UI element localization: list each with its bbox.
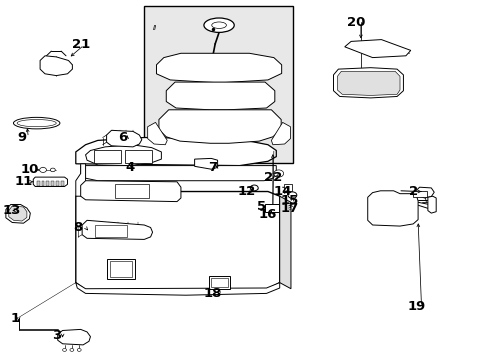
Text: 17: 17 xyxy=(280,202,298,215)
Bar xyxy=(46,181,49,186)
Polygon shape xyxy=(279,196,290,289)
Polygon shape xyxy=(416,187,433,198)
Circle shape xyxy=(70,348,74,351)
Bar xyxy=(95,225,127,237)
Text: 1: 1 xyxy=(10,312,19,325)
Polygon shape xyxy=(76,192,279,290)
Polygon shape xyxy=(76,283,279,295)
Polygon shape xyxy=(337,71,399,95)
Polygon shape xyxy=(9,206,27,221)
Polygon shape xyxy=(58,329,90,345)
Polygon shape xyxy=(427,196,435,213)
Polygon shape xyxy=(82,220,152,239)
Bar xyxy=(41,181,44,186)
Text: 19: 19 xyxy=(407,300,425,313)
Ellipse shape xyxy=(14,117,60,129)
Text: 7: 7 xyxy=(208,161,217,174)
Text: 14: 14 xyxy=(273,185,291,198)
Bar xyxy=(115,184,149,198)
Text: 3: 3 xyxy=(52,329,61,342)
Polygon shape xyxy=(81,181,181,202)
Circle shape xyxy=(77,348,81,351)
Text: 5: 5 xyxy=(257,201,265,213)
Bar xyxy=(144,6,293,163)
Polygon shape xyxy=(159,110,281,143)
Bar xyxy=(61,181,64,186)
Bar xyxy=(412,191,426,197)
Polygon shape xyxy=(81,166,276,181)
Circle shape xyxy=(62,348,66,351)
Text: 11: 11 xyxy=(14,175,33,188)
Polygon shape xyxy=(33,177,67,186)
Text: 4: 4 xyxy=(125,161,134,174)
Polygon shape xyxy=(76,164,85,196)
Circle shape xyxy=(250,185,258,191)
Bar xyxy=(106,259,135,279)
Ellipse shape xyxy=(211,22,226,28)
Ellipse shape xyxy=(203,18,234,32)
Bar xyxy=(124,150,151,163)
Text: 20: 20 xyxy=(346,16,365,29)
Bar xyxy=(264,204,278,212)
Bar xyxy=(37,181,40,186)
Text: 15: 15 xyxy=(280,194,298,207)
Text: 16: 16 xyxy=(258,208,277,221)
Bar xyxy=(283,184,292,191)
Polygon shape xyxy=(344,40,410,58)
Polygon shape xyxy=(147,122,167,145)
Circle shape xyxy=(273,170,283,177)
Polygon shape xyxy=(194,158,217,169)
Text: 22: 22 xyxy=(263,171,282,184)
Polygon shape xyxy=(106,130,142,147)
Polygon shape xyxy=(76,138,276,166)
Text: 13: 13 xyxy=(3,204,21,217)
Polygon shape xyxy=(271,122,290,145)
Bar xyxy=(51,181,54,186)
Circle shape xyxy=(287,192,296,198)
Polygon shape xyxy=(40,56,72,76)
Bar xyxy=(211,278,227,287)
Text: 10: 10 xyxy=(20,163,39,176)
Text: 8: 8 xyxy=(74,221,82,234)
Polygon shape xyxy=(333,68,403,98)
Text: II: II xyxy=(152,24,157,31)
Text: 18: 18 xyxy=(203,287,222,300)
Bar xyxy=(56,181,59,186)
Bar xyxy=(94,150,121,163)
Ellipse shape xyxy=(17,120,56,127)
Bar xyxy=(109,261,132,277)
Text: 9: 9 xyxy=(18,131,26,144)
Text: 2: 2 xyxy=(408,185,417,198)
Circle shape xyxy=(40,167,46,172)
Circle shape xyxy=(50,168,55,172)
Text: 12: 12 xyxy=(237,185,256,198)
Polygon shape xyxy=(166,82,274,110)
Polygon shape xyxy=(6,204,30,223)
Polygon shape xyxy=(367,191,417,226)
Text: 21: 21 xyxy=(71,39,90,51)
Polygon shape xyxy=(85,145,161,166)
Bar xyxy=(209,276,229,289)
Polygon shape xyxy=(156,53,281,83)
Text: 6: 6 xyxy=(119,131,127,144)
